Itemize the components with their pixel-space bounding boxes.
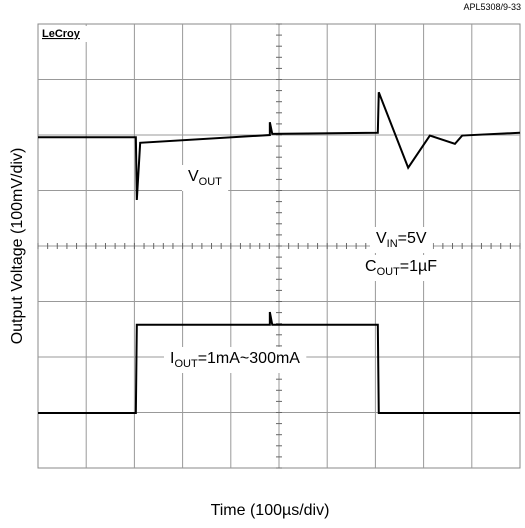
annotation-text: C xyxy=(365,258,377,275)
y-axis-label: Output Voltage (100mV/div) xyxy=(9,148,26,345)
brand-logo: LeCroy xyxy=(42,28,81,40)
x-axis-label: Time (100µs/div) xyxy=(211,502,330,519)
source-label: APL5308/9-33 xyxy=(463,2,521,12)
annotation-subscript: OUT xyxy=(199,176,223,188)
annotation-subscript: OUT xyxy=(174,358,198,370)
chart: APL5308/9-33 LeCroy VOUTVIN=5VCOUT=1µFIO… xyxy=(0,0,525,528)
annotation-subscript: IN xyxy=(387,238,398,250)
annotation-subscript: OUT xyxy=(377,266,401,278)
annotation-text: =1mA~300mA xyxy=(198,350,301,367)
annotation-text: V xyxy=(376,230,387,247)
annotation-text: V xyxy=(188,168,199,185)
annotation-text: =5V xyxy=(398,230,427,247)
annotation-text: =1µF xyxy=(400,258,437,275)
